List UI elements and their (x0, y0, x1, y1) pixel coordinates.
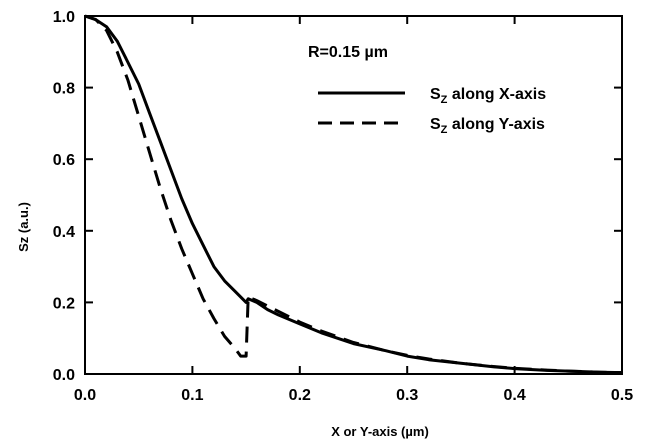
x-axis-label: X or Y-axis (µm) (331, 424, 429, 439)
series-line-y-axis (84, 14, 623, 375)
plot-area-border (84, 15, 623, 375)
x-tick-label: 0.4 (503, 387, 525, 404)
x-tick-label: 0.3 (396, 387, 418, 404)
y-tick-label: 0.0 (53, 367, 75, 384)
series-layer (84, 14, 623, 375)
legend: R=0.15 µm SZ along X-axis SZ along Y-axi… (308, 44, 546, 136)
y-axis-label: Sz (a.u.) (16, 202, 31, 252)
x-tick-label: 0.5 (611, 387, 633, 404)
y-tick-label: 0.2 (53, 295, 75, 312)
x-tick-label: 0.0 (74, 387, 96, 404)
y-tick-label: 0.4 (53, 224, 75, 241)
y-tick-label: 0.8 (53, 81, 75, 98)
x-tick-label: 0.2 (289, 387, 311, 404)
ticks-layer: 0.0 0.1 0.2 0.3 0.4 0.5 0.0 0.2 0.4 0.6 0.8 1.0 (53, 9, 633, 404)
y-tick-label: 1.0 (53, 9, 75, 26)
legend-label-y-axis: SZ along Y-axis (430, 116, 545, 136)
x-tick-label: 0.1 (181, 387, 203, 404)
legend-label-x-axis: SZ along X-axis (430, 86, 546, 106)
plot-frame (84, 15, 623, 375)
series-line-x-axis (84, 14, 623, 375)
radius-annotation: R=0.15 µm (308, 44, 388, 61)
y-tick-label: 0.6 (53, 152, 75, 169)
